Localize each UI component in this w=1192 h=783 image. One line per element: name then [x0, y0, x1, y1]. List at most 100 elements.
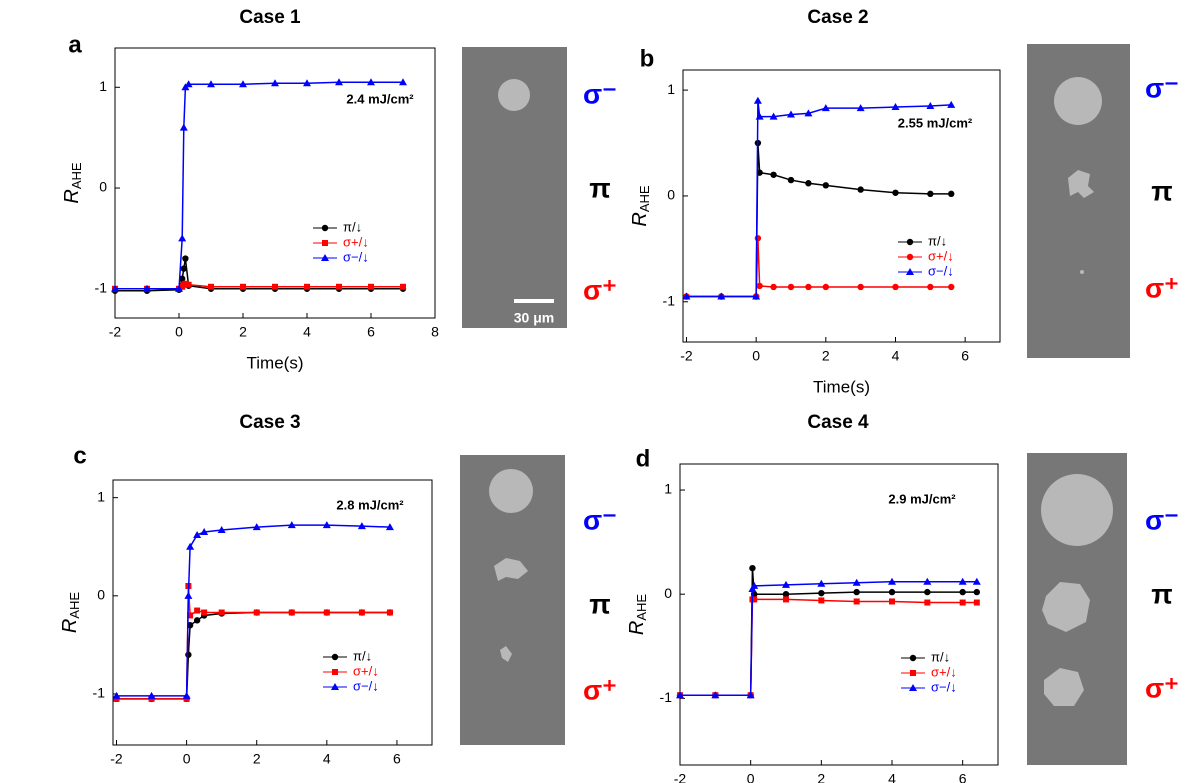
marker	[184, 80, 193, 88]
marker	[906, 253, 914, 261]
series-line	[680, 580, 977, 696]
legend-label: σ+/↓	[353, 663, 379, 678]
y-axis-label-sub: AHE	[67, 592, 82, 619]
marker	[335, 78, 343, 86]
marker	[804, 109, 813, 117]
marker	[179, 275, 186, 282]
x-tick-label: 6	[961, 348, 969, 364]
x-tick-label: 6	[367, 324, 375, 340]
marker	[746, 691, 755, 699]
side-label: σ⁻	[583, 78, 617, 109]
marker	[924, 599, 931, 606]
marker	[185, 281, 192, 288]
legend-label: σ+/↓	[343, 234, 369, 249]
marker	[805, 283, 812, 291]
domain-blob	[1054, 77, 1102, 125]
marker	[906, 238, 914, 246]
marker	[180, 265, 187, 272]
y-tick-label: -1	[660, 689, 673, 705]
marker	[322, 521, 331, 529]
marker	[818, 597, 825, 604]
marker	[958, 577, 967, 585]
marker	[853, 588, 860, 596]
marker	[288, 609, 295, 616]
x-axis-label: Time(s)	[244, 780, 301, 783]
series-line	[116, 611, 390, 700]
marker	[959, 588, 966, 596]
x-tick-label: 2	[817, 771, 825, 783]
y-tick-label: -1	[93, 685, 106, 701]
domain-blob	[1080, 270, 1084, 274]
marker	[367, 78, 375, 86]
y-tick-label: 0	[97, 587, 105, 603]
y-axis-label: RAHE	[61, 162, 84, 204]
marker	[252, 523, 261, 531]
x-tick-label: 0	[747, 771, 755, 783]
domain-blob	[489, 469, 533, 513]
marker	[336, 283, 342, 290]
scale-bar-label: 30 μm	[514, 310, 554, 326]
marker	[948, 190, 955, 198]
side-label: σ⁺	[1145, 672, 1179, 703]
marker	[888, 588, 896, 596]
marker	[143, 284, 151, 292]
marker	[187, 612, 194, 619]
x-tick-label: -2	[109, 324, 122, 340]
marker	[386, 609, 393, 616]
marker	[322, 240, 328, 246]
marker	[175, 284, 183, 292]
marker	[111, 284, 119, 292]
y-axis-label-sub: AHE	[634, 594, 649, 621]
marker	[770, 283, 777, 291]
marker	[368, 283, 374, 290]
marker	[240, 283, 246, 290]
side-label: σ⁺	[583, 674, 617, 705]
marker	[927, 283, 934, 291]
marker	[201, 609, 208, 616]
marker	[385, 523, 394, 531]
marker	[711, 691, 720, 699]
marker	[857, 186, 864, 193]
marker	[272, 283, 278, 290]
legend-label: σ+/↓	[928, 248, 954, 263]
y-axis-label-main: R	[629, 212, 651, 226]
x-tick-label: 0	[175, 324, 183, 340]
chart-title: Case 4	[807, 412, 869, 433]
marker	[194, 607, 201, 614]
domain-blob	[1042, 582, 1090, 632]
marker	[253, 609, 260, 616]
marker	[756, 282, 763, 290]
y-axis-label-main: R	[626, 621, 648, 635]
series-line	[116, 585, 390, 700]
legend-label: π/↓	[343, 219, 362, 234]
legend-label: σ−/↓	[353, 678, 379, 693]
marker	[682, 292, 691, 300]
side-label: σ⁻	[583, 504, 617, 535]
marker	[756, 169, 763, 176]
marker	[321, 224, 329, 232]
marker	[218, 609, 225, 616]
plot-frame	[679, 463, 999, 766]
marker	[112, 691, 121, 699]
annotation: 2.9 mJ/cm²	[888, 491, 956, 506]
x-tick-label: 0	[752, 348, 760, 364]
marker	[754, 235, 762, 242]
chart-title: Case 2	[807, 7, 868, 28]
plot-frame	[682, 69, 1001, 343]
x-axis-label: Time(s)	[247, 353, 304, 372]
marker	[400, 283, 406, 290]
x-tick-label: -2	[110, 751, 123, 767]
marker	[782, 590, 790, 598]
x-tick-label: 2	[253, 751, 261, 767]
marker	[753, 96, 762, 104]
series-line	[115, 282, 403, 290]
panel-label: a	[68, 31, 82, 58]
marker	[751, 596, 758, 603]
marker	[184, 591, 193, 599]
y-axis-label-sub: AHE	[69, 162, 84, 189]
marker	[752, 292, 761, 300]
marker	[818, 589, 825, 597]
x-tick-label: -2	[674, 771, 687, 783]
side-label: π	[589, 172, 610, 203]
marker	[909, 654, 917, 662]
